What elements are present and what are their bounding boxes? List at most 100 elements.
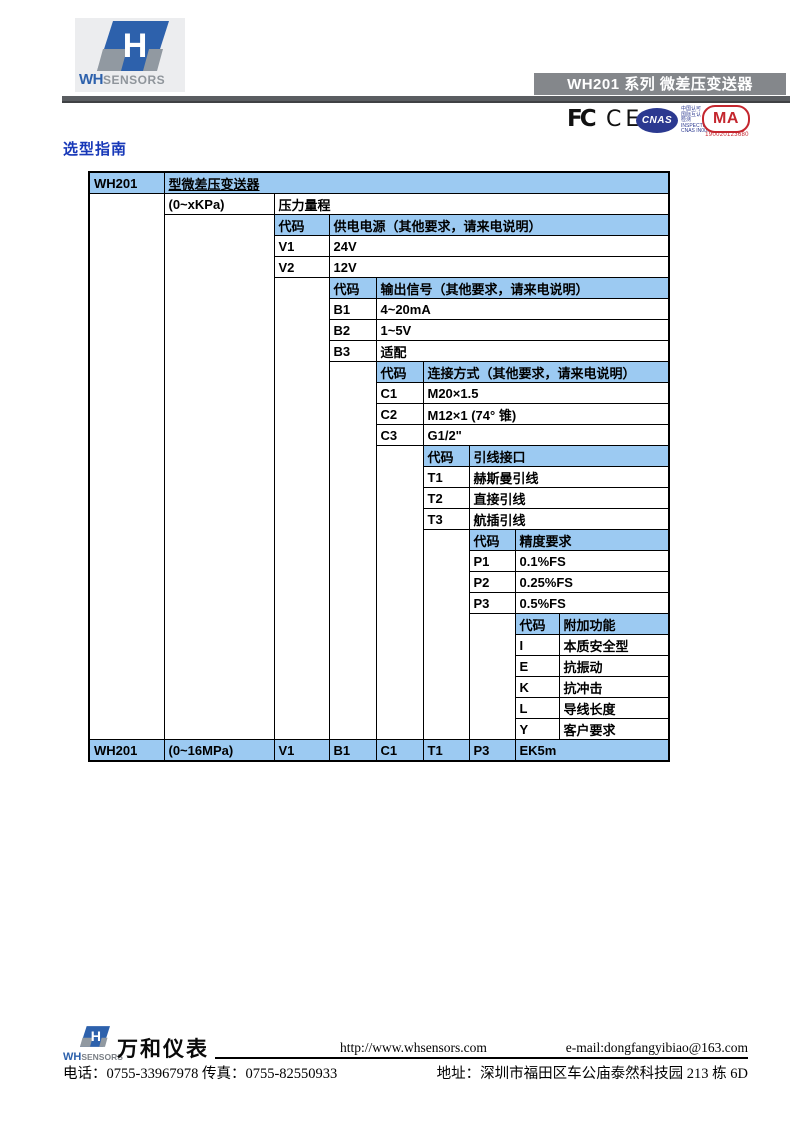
g1-o1-code-cell: B2	[328, 319, 377, 341]
g5-o3-code-cell: L	[514, 697, 560, 719]
brand-wh-text: WH	[79, 71, 104, 88]
g5-o4-desc-cell: 客户要求	[558, 718, 670, 740]
cnas-line: 中国认可	[681, 106, 702, 112]
fcc-mark-icon: FC	[567, 106, 597, 132]
g1-o1-desc-cell: 1~5V	[375, 319, 670, 341]
email-link[interactable]: e-mail:dongfangyibiao@163.com	[565, 1040, 748, 1055]
g0-header-desc-cell: 供电电源（其他要求，请来电说明）	[328, 214, 670, 236]
g0-o1-desc-cell: 12V	[328, 256, 670, 278]
g5-o3-desc-cell: 导线长度	[558, 697, 670, 719]
spacer-cell	[328, 361, 377, 740]
g1-o0-desc-cell: 4~20mA	[375, 298, 670, 320]
g5-o2-desc-cell: 抗冲击	[558, 676, 670, 698]
g2-header-desc-cell: 连接方式（其他要求，请来电说明）	[422, 361, 670, 383]
g3-o0-desc-cell: 赫斯曼引线	[468, 466, 670, 488]
page-title: 选型指南	[63, 141, 128, 158]
footer-wh-logo-icon: H	[80, 1026, 110, 1047]
address-text: 地址：深圳市福田区车公庙泰然科技园 213 栋 6D	[436, 1066, 748, 1082]
selection-table: WH201 型微差压变送器 (0~xKPa) 压力量程 代码 供电电源（其他要求…	[88, 171, 671, 762]
wh-logo-icon: H	[97, 21, 169, 71]
example-cell-6: P3	[468, 739, 516, 762]
g5-o2-code-cell: K	[514, 676, 560, 698]
g1-o2-code-cell: B3	[328, 340, 377, 362]
g2-o0-desc-cell: M20×1.5	[422, 382, 670, 404]
model-desc-cell: 型微差压变送器	[163, 171, 670, 194]
g3-o0-code-cell: T1	[422, 466, 470, 488]
spacer-cell	[163, 214, 275, 740]
g3-header-desc-cell: 引线接口	[468, 445, 670, 467]
g0-o1-code-cell: V2	[273, 256, 330, 278]
g3-o1-code-cell: T2	[422, 487, 470, 509]
model-code-cell: WH201	[88, 171, 165, 194]
range-code-cell: (0~xKPa)	[163, 193, 275, 215]
g5-o0-desc-cell: 本质安全型	[558, 634, 670, 656]
g3-o2-desc-cell: 航插引线	[468, 508, 670, 530]
footer-brand-sensors-text: SENSORS	[81, 1052, 123, 1062]
g4-o1-code-cell: P2	[468, 571, 516, 593]
g4-header-desc-cell: 精度要求	[514, 529, 670, 551]
g1-o2-desc-cell: 适配	[375, 340, 670, 362]
g2-o1-desc-cell: M12×1 (74° 锥)	[422, 403, 670, 425]
cnas-mark-icon: CNAS	[636, 108, 678, 133]
logo-h-letter: H	[123, 27, 148, 65]
g1-header-desc-cell: 输出信号（其他要求，请来电说明）	[375, 277, 670, 299]
g5-header-desc-cell: 附加功能	[558, 613, 670, 635]
example-cell-1: (0~16MPa)	[163, 739, 275, 762]
footer-links: http://www.whsensors.com e-mail:dongfang…	[340, 1040, 748, 1056]
ce-mark-icon: CE	[606, 107, 644, 132]
g2-o1-code-cell: C2	[375, 403, 424, 425]
spacer-cell	[88, 193, 165, 740]
g5-o4-code-cell: Y	[514, 718, 560, 740]
spacer-cell	[468, 613, 516, 740]
spacer-cell	[422, 529, 470, 740]
g5-header-code-cell: 代码	[514, 613, 560, 635]
header-rule-bar	[62, 96, 790, 103]
model-desc-text: 型微差压变送器	[168, 176, 260, 192]
footer-brand-wordmark: WHSENSORS	[63, 1047, 123, 1065]
g1-header-code-cell: 代码	[328, 277, 377, 299]
g4-o2-desc-cell: 0.5%FS	[514, 592, 670, 614]
g4-o2-code-cell: P3	[468, 592, 516, 614]
footer-logo-h-letter: H	[91, 1029, 101, 1045]
g5-o0-code-cell: I	[514, 634, 560, 656]
g2-header-code-cell: 代码	[375, 361, 424, 383]
cnas-side-text: 中国认可 国际互认 检测 INSPECTION CNAS IN0074	[681, 106, 715, 135]
series-title-badge: WH201 系列 微差压变送器	[534, 73, 786, 95]
cnas-line: CNAS IN0074	[681, 128, 713, 135]
footer-divider	[215, 1057, 748, 1059]
footer-contact-row: 电话：0755-33967978 传真：0755-82550933 地址：深圳市…	[63, 1062, 748, 1083]
g4-header-code-cell: 代码	[468, 529, 516, 551]
g0-o0-code-cell: V1	[273, 235, 330, 257]
website-link[interactable]: http://www.whsensors.com	[340, 1040, 487, 1055]
brand-logo: H WHSENSORS	[75, 18, 185, 92]
cma-mark-icon: MA	[702, 105, 750, 133]
g0-header-code-cell: 代码	[273, 214, 330, 236]
cnas-line: 检测	[681, 117, 692, 124]
cma-number: 190020123680	[705, 132, 749, 138]
example-cell-7: EK5m	[514, 739, 670, 762]
spacer-cell	[273, 277, 330, 740]
g2-o0-code-cell: C1	[375, 382, 424, 404]
brand-wordmark: WHSENSORS	[79, 71, 165, 89]
g2-o2-desc-cell: G1/2"	[422, 424, 670, 446]
g3-header-code-cell: 代码	[422, 445, 470, 467]
brand-sensors-text: SENSORS	[103, 73, 166, 87]
example-cell-5: T1	[422, 739, 470, 762]
g3-o1-desc-cell: 直接引线	[468, 487, 670, 509]
spacer-cell	[375, 445, 424, 740]
g1-o0-code-cell: B1	[328, 298, 377, 320]
g0-o0-desc-cell: 24V	[328, 235, 670, 257]
example-cell-4: C1	[375, 739, 424, 762]
g4-o1-desc-cell: 0.25%FS	[514, 571, 670, 593]
g2-o2-code-cell: C3	[375, 424, 424, 446]
footer-brand-wh-text: WH	[63, 1051, 82, 1063]
g5-o1-code-cell: E	[514, 655, 560, 677]
phone-fax-text: 电话：0755-33967978 传真：0755-82550933	[63, 1066, 338, 1082]
footer-company-name: 万和仪表	[117, 1038, 209, 1061]
g4-o0-desc-cell: 0.1%FS	[514, 550, 670, 572]
example-cell-3: B1	[328, 739, 377, 762]
example-cell-0: WH201	[88, 739, 165, 762]
g4-o0-code-cell: P1	[468, 550, 516, 572]
cnas-line: 国际互认	[681, 111, 702, 118]
